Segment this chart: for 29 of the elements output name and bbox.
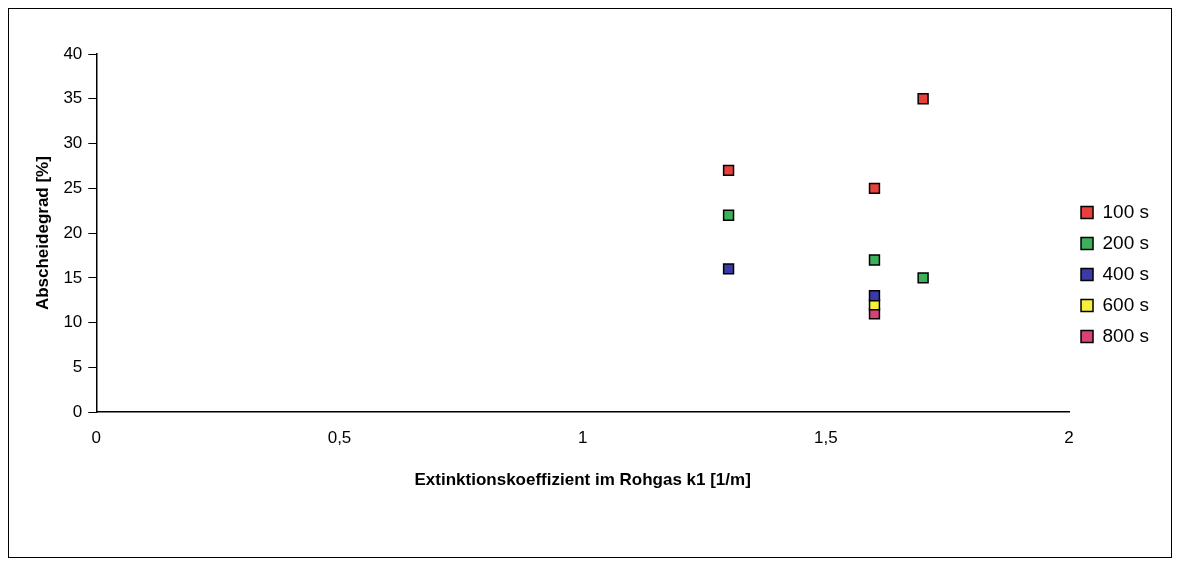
point (722, 209, 735, 221)
point (868, 254, 881, 266)
point (868, 182, 881, 195)
point (722, 164, 735, 177)
y-axis-title: Abscheidegrad [%] (32, 156, 52, 311)
legend-label: 800 s (1102, 324, 1149, 346)
y-tick-label: 0 (72, 401, 83, 421)
legend-label: 100 s (1102, 200, 1149, 222)
point (722, 263, 735, 275)
y-tick-label: 40 (63, 43, 83, 63)
y-tick-label: 10 (63, 312, 83, 332)
x-tick-label: 1,5 (814, 428, 838, 448)
point (917, 272, 929, 284)
y-tick-label: 30 (63, 133, 83, 153)
legend-label: 400 s (1102, 262, 1149, 284)
y-tick-label: 15 (63, 267, 83, 287)
point (868, 290, 881, 302)
y-tick-label: 25 (63, 178, 83, 198)
y-tick-label: 35 (63, 88, 83, 108)
y-tick-label: 5 (72, 357, 83, 377)
point (917, 93, 929, 105)
y-tick-label: 20 (63, 222, 83, 242)
x-tick-label: 1 (577, 428, 588, 448)
legend-label: 200 s (1102, 231, 1149, 253)
legend-label: 600 s (1102, 293, 1149, 315)
x-tick-label: 2 (1064, 428, 1074, 448)
x-tick-label: 0 (91, 428, 102, 448)
x-axis-title: Extinktionskoeffizient im Rohgas k1 [1/m] (414, 470, 751, 490)
x-tick-label: 0,5 (327, 428, 352, 448)
